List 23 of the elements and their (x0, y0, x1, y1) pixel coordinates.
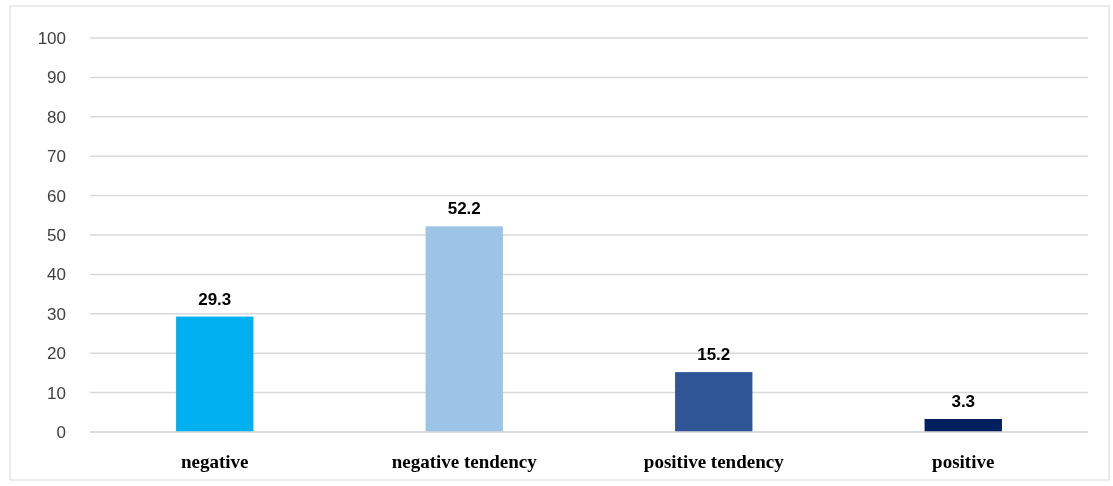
bar (924, 419, 1002, 432)
y-tick-label: 20 (47, 344, 66, 364)
y-tick-label: 50 (47, 225, 66, 245)
x-tick-label: negative (180, 451, 249, 472)
y-tick-label: 60 (47, 186, 66, 206)
x-tick-label: negative tendency (391, 451, 538, 472)
data-label: 3.3 (951, 392, 976, 411)
y-tick-label: 10 (47, 383, 66, 403)
y-tick-label: 100 (37, 28, 66, 48)
y-tick-label: 90 (47, 68, 66, 88)
y-tick-label: 0 (56, 422, 66, 442)
x-tick-label: positive (932, 451, 995, 472)
y-tick-label: 80 (47, 107, 66, 127)
y-tick-label: 30 (47, 304, 66, 324)
y-tick-label: 70 (47, 147, 66, 167)
data-label: 15.2 (697, 345, 731, 365)
y-tick-label: 40 (47, 265, 66, 285)
bar (425, 226, 503, 432)
bar (176, 316, 254, 432)
bar (675, 372, 753, 432)
data-label: 29.3 (198, 289, 232, 309)
x-tick-label: positive tendency (643, 451, 785, 472)
data-label: 52.2 (447, 199, 481, 219)
